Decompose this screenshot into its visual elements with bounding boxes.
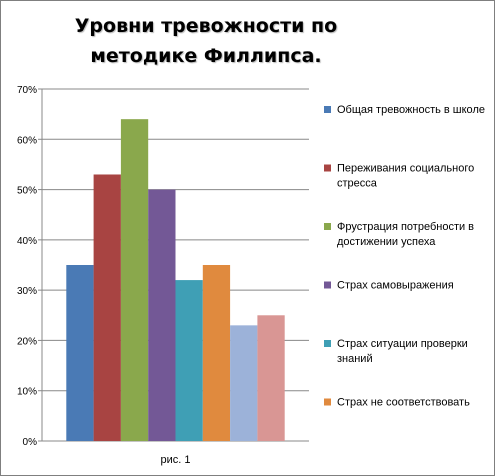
y-tick-label: 0% [23, 437, 38, 448]
y-tick-label: 20% [17, 336, 37, 347]
bar [230, 325, 258, 441]
legend-swatch [324, 340, 331, 347]
bar [202, 265, 231, 441]
legend-label: Страх самовыражения [337, 280, 454, 292]
y-tick-label: 70% [17, 85, 37, 96]
y-tick-label: 40% [17, 236, 37, 247]
legend-swatch [324, 106, 331, 113]
legend-label: Общая тревожность в школе [337, 104, 485, 116]
bar [257, 315, 285, 441]
legend-label: Фрустрация потребности в достижении успех… [337, 221, 474, 248]
legend-label: Переживания социального стресса [337, 163, 474, 190]
category-label: рис. 1 [161, 454, 191, 466]
y-tick-label: 10% [17, 387, 37, 398]
bar [148, 189, 176, 441]
y-tick-label: 30% [17, 286, 37, 297]
bar [66, 265, 94, 441]
legend-swatch [324, 281, 331, 289]
legend-label: Страх не соответствовать [337, 397, 470, 409]
y-tick-label: 60% [17, 135, 37, 146]
bar [175, 280, 203, 441]
legend-label: Страх ситуации проверки знаний [337, 338, 468, 365]
y-tick-label: 50% [17, 186, 37, 197]
bar [120, 119, 149, 442]
legend-swatch [324, 398, 331, 406]
legend-swatch [324, 223, 331, 230]
legend-swatch [324, 164, 331, 172]
bar [93, 174, 121, 441]
chart-title: Уровни тревожности по методике Филлипса. [74, 15, 338, 67]
